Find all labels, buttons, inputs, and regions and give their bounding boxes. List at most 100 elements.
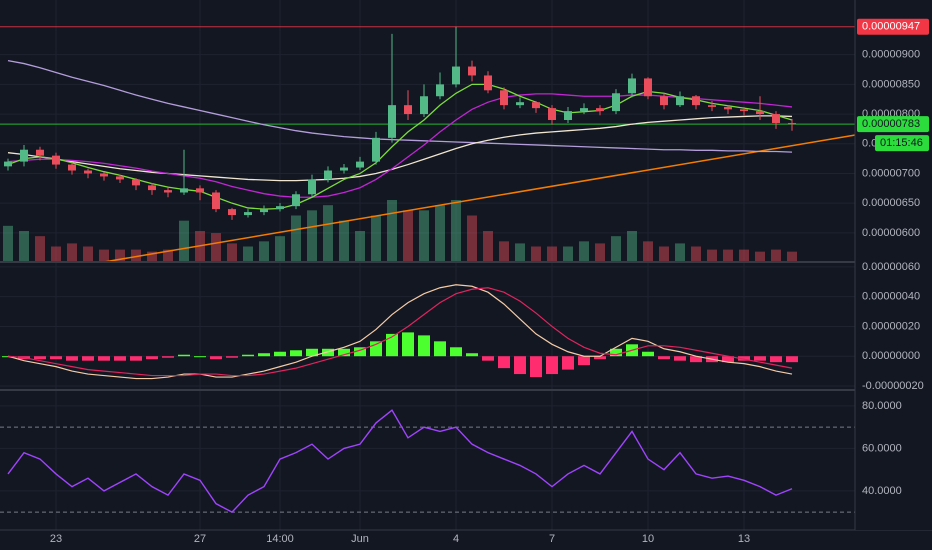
candle-body	[116, 176, 124, 180]
candle-body	[708, 105, 716, 107]
volume-bar	[3, 225, 13, 262]
candle-body	[676, 96, 684, 106]
macd-histogram-bar	[530, 356, 542, 378]
candle-body	[532, 102, 540, 109]
candle-body	[548, 108, 556, 121]
x-tick-label: 13	[738, 533, 750, 545]
macd-histogram-bar	[162, 356, 174, 358]
volume-bar	[787, 251, 797, 262]
macd-histogram-bar	[658, 356, 670, 360]
moving-average	[7, 93, 793, 198]
macd-histogram-bar	[738, 356, 750, 361]
candle-body	[436, 84, 444, 97]
y-tick-label: 40.0000	[862, 485, 902, 497]
volume-bar	[323, 205, 333, 262]
volume-bar	[547, 246, 557, 262]
macd-histogram-bar	[754, 356, 766, 361]
volume-bar	[739, 249, 749, 262]
macd-histogram-bar	[194, 356, 206, 358]
candle-body	[772, 114, 780, 123]
rsi-line	[7, 409, 793, 514]
candle-body	[276, 206, 284, 210]
volume-bar	[403, 210, 413, 262]
macd-histogram-bar	[770, 356, 782, 363]
y-tick-label: 0.00000020	[862, 320, 920, 332]
macd-histogram-bar	[34, 356, 46, 360]
candle-body	[756, 111, 764, 115]
candle-body	[516, 102, 524, 106]
y-tick-label: 0.00000600	[862, 227, 920, 239]
candle-body	[340, 167, 348, 171]
volume-bar	[467, 215, 477, 262]
macd-histogram-bar	[418, 335, 430, 357]
volume-bar	[595, 243, 605, 262]
macd-histogram-bar	[226, 356, 238, 358]
candle-body	[100, 173, 108, 177]
candle-body	[644, 78, 652, 97]
candle-body	[244, 212, 252, 216]
volume-bar	[99, 249, 109, 262]
candle-body	[228, 209, 236, 216]
volume-bar	[51, 246, 61, 262]
macd-histogram-bar	[146, 356, 158, 360]
volume-bar	[675, 243, 685, 262]
volume-bar	[387, 200, 397, 262]
price-axis-bg	[855, 0, 932, 530]
volume-bar	[483, 231, 493, 262]
volume-bar	[339, 220, 349, 262]
candle-body	[388, 105, 396, 138]
macd-histogram-bar	[562, 356, 574, 370]
macd-histogram-bar	[482, 356, 494, 361]
macd-histogram-bar	[354, 347, 366, 357]
macd-histogram-bar	[290, 350, 302, 357]
candle-body	[68, 164, 76, 171]
macd-histogram-bar	[786, 356, 798, 363]
x-tick-label: 10	[642, 533, 654, 545]
y-tick-label: 60.0000	[862, 442, 902, 454]
candle-body	[404, 105, 412, 115]
macd-histogram-bar	[674, 356, 686, 361]
macd-histogram-bar	[82, 356, 94, 361]
volume-bar	[435, 205, 445, 262]
x-tick-label: 14:00	[266, 533, 294, 545]
candle-body	[420, 96, 428, 115]
macd-histogram-bar	[610, 348, 622, 357]
candle-body	[452, 66, 460, 85]
candle-body	[500, 90, 508, 106]
y-tick-label: -0.00000020	[862, 380, 924, 392]
volume-bar	[515, 243, 525, 262]
candle-body	[164, 190, 172, 193]
volume-bar	[67, 243, 77, 262]
macd-histogram-bar	[322, 348, 334, 357]
candle-body	[564, 111, 572, 121]
candle-body	[612, 93, 620, 112]
candle-body	[196, 188, 204, 193]
candle-body	[212, 192, 220, 210]
x-tick-label: 7	[549, 533, 555, 545]
macd-histogram-bar	[434, 341, 446, 357]
volume-bar	[771, 249, 781, 262]
volume-bar	[355, 231, 365, 262]
candle-body	[692, 96, 700, 106]
x-tick-label: 27	[194, 533, 206, 545]
macd-histogram-bar	[178, 354, 190, 357]
countdown: 01:15:46	[880, 137, 923, 149]
volume-bar	[451, 200, 461, 262]
price-label: 0.00000783	[862, 118, 920, 130]
candle-body	[148, 185, 156, 191]
volume-bar	[707, 249, 717, 262]
y-tick-label: 0.00000650	[862, 197, 920, 209]
volume-bar	[371, 215, 381, 262]
candle-body	[660, 96, 668, 106]
countdown-box	[875, 135, 929, 152]
macd-histogram-bar	[594, 356, 606, 360]
macd-histogram-bar	[722, 356, 734, 363]
macd-histogram-bar	[50, 356, 62, 360]
macd-histogram-bar	[514, 356, 526, 375]
y-tick-label: 80.0000	[862, 400, 902, 412]
macd-histogram-bar	[498, 356, 510, 369]
candle-body	[484, 75, 492, 91]
candle-body	[180, 188, 188, 193]
volume-bar	[275, 236, 285, 262]
macd-histogram-bar	[402, 332, 414, 357]
